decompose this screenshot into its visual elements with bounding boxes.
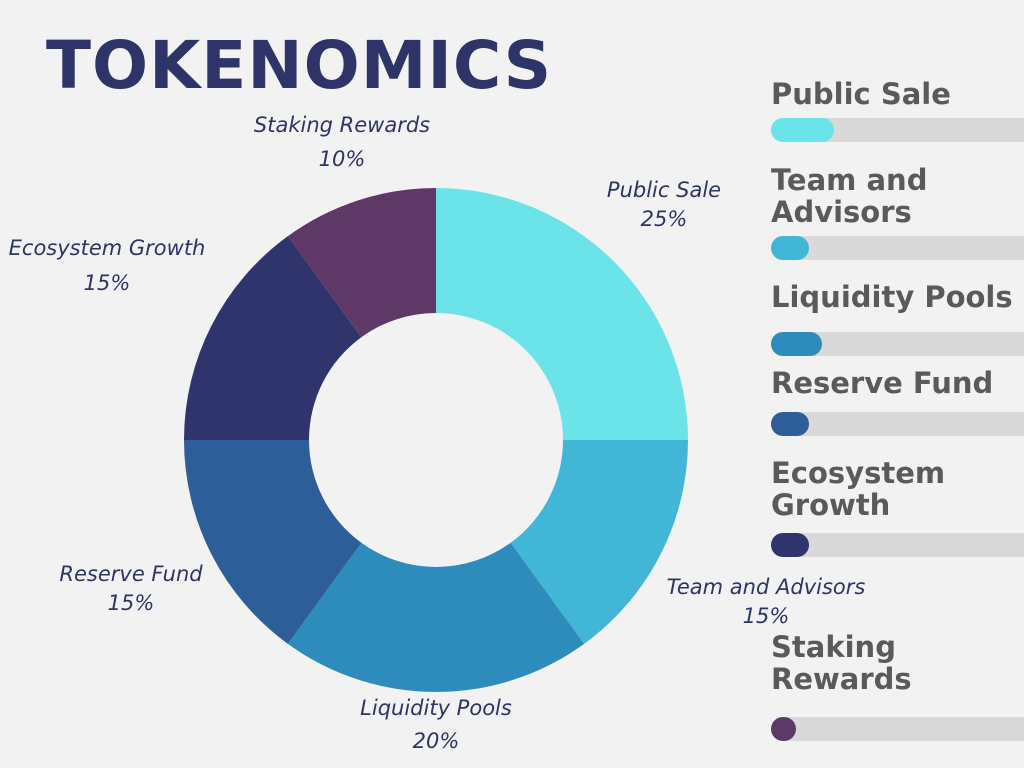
slice-value-public-sale: 25% [641, 207, 688, 231]
legend-bar-fill [771, 118, 835, 142]
slice-value-team-and-advisors: 15% [743, 604, 790, 628]
slice-liquidity-pools [287, 542, 585, 692]
slice-reserve-fund [184, 440, 362, 644]
legend-label: Liquidity Pools [771, 280, 1013, 314]
slice-public-sale [436, 188, 688, 440]
legend-label: Ecosystem Growth [771, 456, 946, 522]
slice-label-public-sale: Public Sale [607, 178, 721, 202]
legend-label: Team and Advisors [771, 163, 928, 229]
slice-label-reserve-fund: Reserve Fund [59, 562, 203, 586]
slice-label-ecosystem-growth: Ecosystem Growth [9, 236, 206, 260]
legend-label: Staking Rewards [771, 630, 912, 696]
slice-label-team-and-advisors: Team and Advisors [667, 575, 866, 599]
slice-label-liquidity-pools: Liquidity Pools [360, 696, 512, 720]
slice-value-liquidity-pools: 20% [413, 729, 460, 753]
slice-label-staking-rewards: Staking Rewards [254, 113, 430, 137]
chart-title: TOKENOMICS [46, 27, 553, 104]
legend-bar-track [771, 332, 1024, 356]
legend-bar-fill [771, 412, 809, 436]
legend-bar-track [771, 412, 1024, 436]
legend-label: Reserve Fund [771, 366, 994, 400]
legend-bar-track [771, 717, 1024, 741]
legend-bar-fill [771, 332, 822, 356]
slice-value-staking-rewards: 10% [319, 147, 366, 171]
slice-team-and-advisors [510, 440, 688, 644]
legend-label: Public Sale [771, 77, 951, 111]
slice-value-reserve-fund: 15% [108, 591, 155, 615]
legend-bar-track [771, 236, 1024, 260]
legend-bar-fill [771, 533, 809, 557]
slice-value-ecosystem-growth: 15% [84, 271, 131, 295]
slice-ecosystem-growth [184, 236, 362, 440]
legend-bar-fill [771, 236, 809, 260]
legend-bar-track [771, 533, 1024, 557]
slice-staking-rewards [287, 188, 436, 338]
legend-bar-fill [771, 717, 797, 741]
legend-bar-track [771, 118, 1024, 142]
